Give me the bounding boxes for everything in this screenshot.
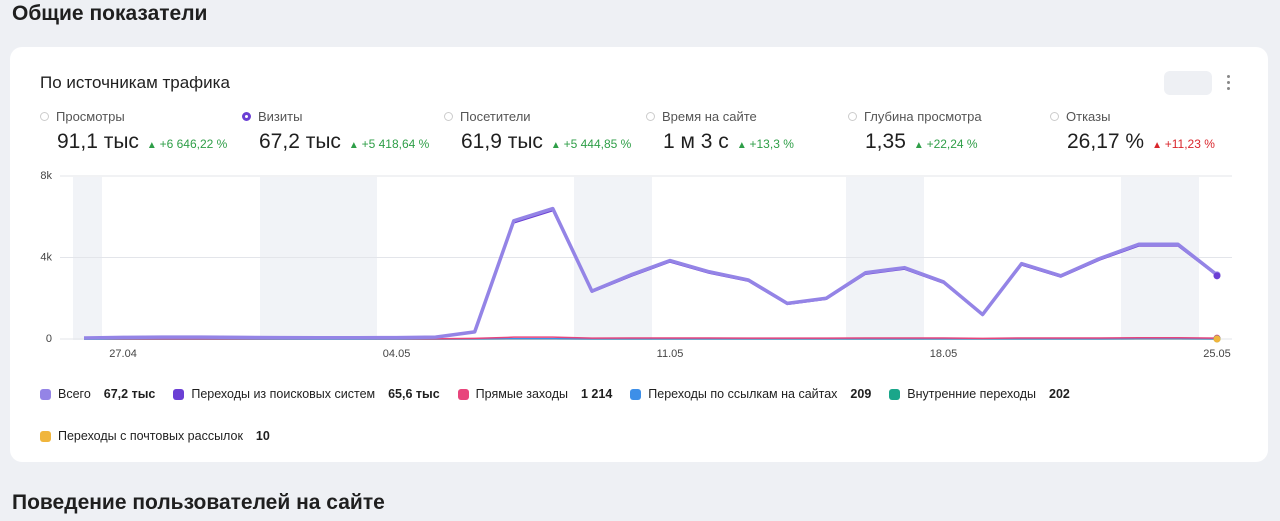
metric-value-row: 26,17 % ▲ +11,23 % (1067, 130, 1252, 154)
weekend-bands (73, 177, 1199, 340)
card: По источникам трафика Просмотры 91,1 тыс ▲… (10, 47, 1268, 462)
x-tick-label: 18.05 (930, 348, 958, 360)
metric-value: 91,1 тыс (57, 130, 139, 153)
legend-item[interactable]: Прямые заходы 1 214 (457, 387, 613, 401)
legend-checkbox[interactable] (457, 388, 469, 400)
x-tick-label: 27.04 (109, 348, 137, 360)
legend-total: 65,6 тыс (388, 387, 440, 401)
legend: Всего 67,2 тыс Переходы из поисковых систе… (40, 387, 1140, 443)
section-heading: Поведение пользователей на сайте (12, 491, 385, 514)
metric-label: Визиты (258, 109, 303, 124)
legend-item[interactable]: Всего 67,2 тыс (40, 387, 155, 401)
trend-icon: ▲ (913, 140, 927, 151)
metric-header: Глубина просмотра (848, 109, 1050, 124)
metric-label: Просмотры (56, 109, 125, 124)
trend-icon: ▲ (736, 140, 750, 151)
legend-name: Переходы с почтовых рассылок (58, 429, 243, 443)
x-tick-label: 25.05 (1203, 348, 1231, 360)
metric-value-row: 91,1 тыс ▲ +6 646,22 % (57, 130, 242, 154)
chart: 0 4k 8k 27.04 04.05 11.05 18.05 25.05 (40, 170, 1232, 360)
radio[interactable] (646, 112, 655, 121)
legend-name: Всего (58, 387, 91, 401)
end-point (1213, 272, 1221, 280)
metric-header: Время на сайте (646, 109, 848, 124)
metric-value-row: 1,35 ▲ +22,24 % (865, 130, 1050, 154)
metrics: Просмотры 91,1 тыс ▲ +6 646,22 % Визиты 67,2… (40, 109, 1252, 154)
legend-checkbox[interactable] (40, 430, 51, 442)
legend-checkbox[interactable] (889, 388, 901, 400)
trend-icon: ▲ (146, 140, 160, 151)
metric[interactable]: Время на сайте 1 м 3 с ▲ +13,3 % (646, 109, 848, 154)
metric-change: ▲ +22,24 % (913, 137, 978, 151)
metric-change: ▲ +11,23 % (1152, 137, 1215, 151)
metric-value-row: 67,2 тыс ▲ +5 418,64 % (259, 130, 444, 154)
metric-value: 1 м 3 с (663, 130, 729, 153)
legend-total: 67,2 тыс (103, 387, 156, 401)
y-tick-label: 4k (40, 251, 52, 263)
legend-checkbox[interactable] (40, 388, 51, 400)
menu-button[interactable] (1227, 75, 1230, 93)
end-point (1213, 335, 1221, 343)
metric-value: 1,35 (865, 130, 906, 153)
metric-header: Посетители (444, 109, 646, 124)
series-line (83, 206, 1219, 340)
legend-name: Прямые заходы (475, 387, 568, 401)
metric[interactable]: Посетители 61,9 тыс ▲ +5 444,85 % (444, 109, 646, 154)
metric-change: ▲ +13,3 % (736, 137, 794, 151)
card-title: По источникам трафика (40, 73, 230, 92)
metric-label: Глубина просмотра (864, 109, 982, 124)
legend-name: Переходы по ссылкам на сайтах (648, 387, 838, 401)
metric-change: ▲ +6 646,22 % (146, 137, 228, 151)
y-tick-label: 8k (40, 170, 52, 182)
trend-icon: ▲ (348, 140, 362, 151)
legend-checkbox[interactable] (630, 388, 642, 400)
metric-value: 67,2 тыс (259, 130, 341, 153)
x-tick-label: 04.05 (383, 348, 411, 360)
metric-value: 26,17 % (1067, 130, 1145, 153)
metric-label: Посетители (460, 109, 531, 124)
legend-checkbox[interactable] (173, 388, 185, 400)
legend-total: 1 214 (581, 387, 613, 401)
metric-header: Визиты (242, 109, 444, 124)
trend-icon: ▲ (550, 140, 564, 151)
legend-total: 209 (850, 387, 872, 401)
legend-item[interactable]: Переходы по ссылкам на сайтах 209 (630, 387, 871, 401)
metric-header: Отказы (1050, 109, 1252, 124)
metric[interactable]: Глубина просмотра 1,35 ▲ +22,24 % (848, 109, 1050, 154)
legend-total: 202 (1049, 387, 1070, 401)
legend-item[interactable]: Переходы из поисковых систем 65,6 тыс (173, 387, 440, 401)
legend-name: Внутренние переходы (907, 387, 1037, 401)
metric-value: 61,9 тыс (461, 130, 543, 153)
x-tick-label: 11.05 (657, 348, 684, 360)
radio[interactable] (40, 112, 49, 121)
metric-change: ▲ +5 444,85 % (550, 137, 632, 151)
metric-change: ▲ +5 418,64 % (348, 137, 430, 151)
metric-label: Отказы (1066, 109, 1111, 124)
metric-label: Время на сайте (662, 109, 757, 124)
metric[interactable]: Отказы 26,17 % ▲ +11,23 % (1050, 109, 1252, 154)
legend-item[interactable]: Переходы с почтовых рассылок 10 (40, 429, 270, 443)
radio[interactable] (242, 112, 251, 121)
radio[interactable] (848, 112, 857, 121)
section-heading: Общие показатели (12, 2, 208, 25)
y-tick-label: 0 (46, 333, 52, 345)
radio[interactable] (444, 112, 453, 121)
trend-icon: ▲ (1152, 140, 1165, 151)
legend-name: Переходы из поисковых систем (191, 387, 376, 401)
metric-value-row: 1 м 3 с ▲ +13,3 % (663, 130, 848, 154)
metric[interactable]: Визиты 67,2 тыс ▲ +5 418,64 % (242, 109, 444, 154)
metric-header: Просмотры (40, 109, 242, 124)
legend-item[interactable]: Внутренние переходы 202 (889, 387, 1070, 401)
chart-type-toggle[interactable] (1164, 71, 1212, 95)
legend-total: 10 (255, 429, 270, 443)
metric[interactable]: Просмотры 91,1 тыс ▲ +6 646,22 % (40, 109, 242, 154)
radio[interactable] (1050, 112, 1059, 121)
metric-value-row: 61,9 тыс ▲ +5 444,85 % (461, 130, 646, 154)
